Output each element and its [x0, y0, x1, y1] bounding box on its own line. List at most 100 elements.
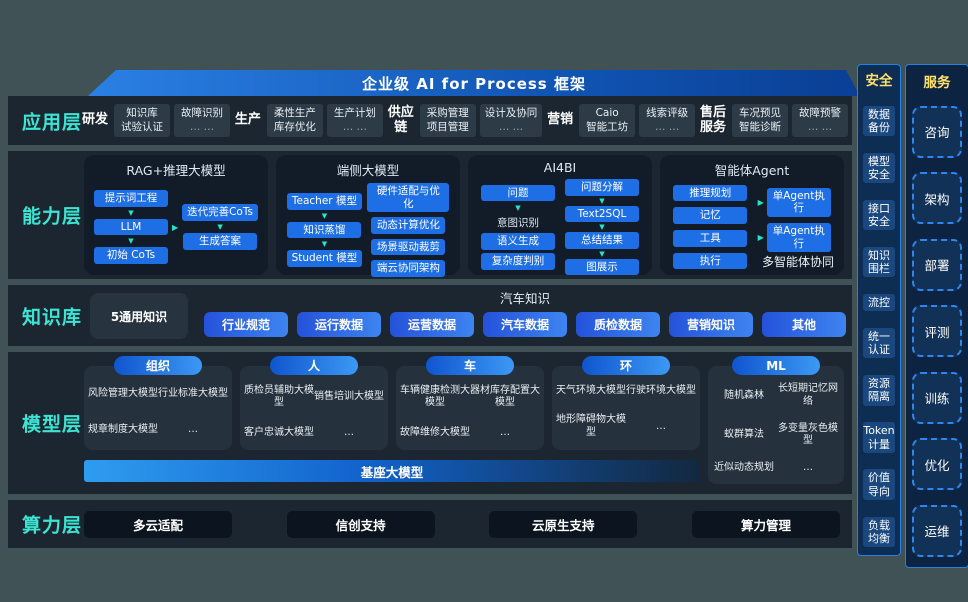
edge-step: 知识蒸馏	[287, 221, 362, 239]
model-item: 风险管理大模型	[88, 387, 158, 399]
ai4bi-step: Text2SQL	[565, 205, 639, 223]
knowledge-pill: 其他	[762, 312, 846, 337]
model-item: 故障维修大模型	[400, 426, 470, 438]
app-group-label: 售后服务	[699, 104, 726, 135]
edge-feature: 动态计算优化	[371, 217, 446, 234]
panel-rag: RAG+推理大模型 提示词工程 ▼ LLM ▼ 初始 CoTs ▶ 迭代完善Co…	[84, 155, 268, 275]
ai4bi-step: 总结结果	[565, 232, 639, 249]
application-groups: 研发 知识库 试验认证 故障识别 … … 生产 柔性生产 库存优化 生产计划	[80, 96, 848, 145]
model-item: 行业标准大模型	[158, 387, 228, 399]
model-group-header: 组织	[114, 356, 202, 375]
model-item: …	[656, 420, 666, 432]
edge-feature: 硬件适配与优化	[367, 183, 450, 213]
model-group-header: 车	[426, 356, 514, 375]
model-item: 近似动态规划	[714, 462, 774, 474]
security-item: 流控	[863, 294, 895, 312]
security-item: 数据备份	[863, 105, 895, 137]
compute-item: 算力管理	[691, 510, 840, 538]
panel-title: 端侧大模型	[336, 163, 400, 178]
agent-module: 记忆	[673, 207, 748, 224]
app-task-box: 生产计划 … …	[326, 103, 383, 138]
rag-step: 生成答案	[183, 233, 258, 250]
ai4bi-step: 语义生成	[481, 233, 555, 250]
model-group-header: ML	[732, 356, 820, 375]
app-task-box: 柔性生产 库存优化	[266, 103, 323, 138]
rag-step: LLM	[93, 218, 168, 236]
model-item: …	[803, 462, 813, 474]
model-item: …	[344, 426, 354, 438]
layer-label-compute: 算力层	[22, 514, 83, 537]
compute-item: 多云适配	[84, 510, 232, 538]
auto-knowledge-area: 汽车知识 行业规范 运行数据 运营数据 汽车数据 质检数据 营销知识 其他	[204, 288, 846, 339]
app-task-box: Caio 智能工坊	[579, 103, 636, 138]
compute-layer-band: 算力层 多云适配 信创支持 云原生支持 算力管理	[8, 500, 852, 548]
model-item: …	[188, 423, 198, 435]
general-knowledge-card: 5通用知识	[90, 293, 188, 339]
app-group-marketing: 营销 Caio 智能工坊 线索评级 … …	[545, 103, 696, 138]
security-item: 负载均衡	[863, 516, 895, 547]
rag-step: 提示词工程	[93, 190, 168, 207]
model-item: 质检员辅助大模型	[244, 384, 314, 409]
model-group-organization: 组织 风险管理大模型 行业标准大模型 规章制度大模型 …	[84, 356, 232, 450]
model-group-ml: ML 随机森林 长短期记忆网络 蚁群算法 多变量灰色模型 近似动态规划 …	[708, 356, 844, 484]
app-task-box: 知识库 试验认证	[114, 103, 170, 138]
model-group-header: 环	[582, 356, 670, 375]
app-task-box: 故障预警 … …	[792, 103, 848, 138]
knowledge-pill: 汽车数据	[483, 312, 567, 337]
panel-ai4bi: AI4BI 问题 ▼ 意图识别 语义生成 复杂度判别 问题分解 ▼ Text2S…	[468, 155, 652, 276]
arrow-right-icon: ▶	[757, 233, 764, 243]
security-item: 资源隔离	[863, 375, 895, 406]
agent-exec-box: 单Agent执行	[766, 223, 831, 253]
arrow-down-icon: ▼	[217, 223, 223, 231]
arrow-down-icon: ▼	[599, 196, 605, 205]
service-item: 优化	[912, 438, 962, 491]
security-item: 价值导向	[863, 469, 895, 500]
layer-label-capability: 能力层	[22, 205, 83, 228]
app-group-after-sales: 售后服务 车况预见 智能诊断 故障预警 … …	[698, 103, 848, 138]
model-layer-band: 模型层 组织 风险管理大模型 行业标准大模型 规章制度大模型 … 人 质检员辅助…	[8, 352, 852, 494]
model-group-people: 人 质检员辅助大模型 销售培训大模型 客户忠诚大模型 …	[240, 356, 388, 450]
knowledge-pill: 运营数据	[390, 312, 474, 337]
knowledge-layer-band: 知识库 5通用知识 汽车知识 行业规范 运行数据 运营数据 汽车数据 质检数据 …	[8, 285, 852, 346]
rag-step: 迭代完善CoTs	[182, 204, 258, 221]
panel-title: 智能体Agent	[714, 163, 790, 178]
base-model-bar: 基座大模型	[84, 460, 700, 482]
rag-step: 初始 CoTs	[93, 247, 168, 264]
model-item: 长短期记忆网络	[778, 383, 838, 407]
arrow-down-icon: ▼	[599, 249, 605, 258]
app-group-supply-chain: 供应链 采购管理 项目管理 设计及协同 … …	[386, 103, 543, 138]
edge-feature: 场景驱动裁剪	[371, 238, 446, 256]
service-title: 服务	[923, 75, 951, 91]
service-item: 部署	[912, 238, 962, 291]
arrow-down-icon: ▼	[599, 223, 605, 232]
arrow-down-icon: ▼	[321, 211, 328, 220]
layer-label-model: 模型层	[22, 413, 83, 436]
arrow-right-icon: ▶	[757, 197, 764, 207]
knowledge-pill: 营销知识	[669, 312, 753, 337]
capability-panels: RAG+推理大模型 提示词工程 ▼ LLM ▼ 初始 CoTs ▶ 迭代完善Co…	[84, 155, 846, 277]
service-item: 咨询	[912, 105, 962, 158]
ai4bi-step: 问题	[481, 184, 555, 202]
compute-item: 信创支持	[286, 510, 435, 538]
model-item: 地形障碍物大模型	[556, 414, 626, 438]
model-item: 蚁群算法	[724, 429, 764, 440]
panel-agent: 智能体Agent 推理规划 记忆 工具 执行 ▶ 单Agent执行	[660, 155, 844, 275]
app-task-box: 采购管理 项目管理	[419, 103, 476, 138]
app-task-box: 线索评级 … …	[639, 103, 696, 138]
layer-label-knowledge: 知识库	[22, 306, 83, 328]
knowledge-pill: 行业规范	[204, 312, 288, 337]
knowledge-pill: 运行数据	[297, 312, 381, 337]
app-group-label: 生产	[234, 112, 261, 128]
app-group-rnd: 研发 知识库 试验认证 故障识别 … …	[80, 103, 230, 138]
edge-step: Teacher 模型	[286, 193, 362, 210]
arrow-down-icon: ▼	[128, 208, 134, 217]
layer-label-application: 应用层	[22, 111, 83, 133]
ai4bi-step: 图展示	[565, 258, 639, 276]
model-item: 销售培训大模型	[314, 390, 384, 402]
model-group-vehicle: 车 车辆健康检测大模型 器材库存配置大模型 故障维修大模型 …	[396, 356, 544, 450]
application-layer-band: 应用层 研发 知识库 试验认证 故障识别 … … 生产 柔性生产 库存优化	[8, 96, 852, 145]
service-item: 架构	[912, 172, 962, 225]
model-group-environment: 环 天气环境大模型 行驶环境大模型 地形障碍物大模型 …	[552, 356, 700, 450]
panel-title: AI4BI	[543, 160, 577, 175]
edge-feature: 端云协同架构	[371, 260, 446, 277]
